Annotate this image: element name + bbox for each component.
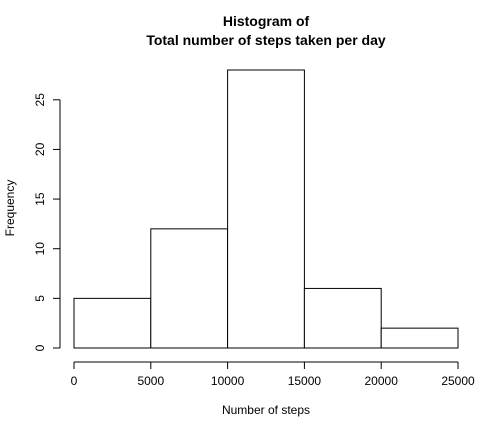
x-tick-label: 5000 — [137, 374, 164, 388]
x-tick-label: 0 — [71, 374, 78, 388]
x-tick-label: 25000 — [441, 374, 475, 388]
chart-title-line-1: Histogram of — [223, 13, 310, 29]
chart-title-line-2: Total number of steps taken per day — [146, 32, 386, 48]
y-tick-label: 5 — [33, 295, 47, 302]
y-tick-label: 20 — [33, 142, 47, 156]
bars-group — [73, 69, 459, 349]
histogram-bar — [150, 228, 229, 349]
y-tick-label: 10 — [33, 242, 47, 256]
histogram-bar — [73, 297, 152, 349]
histogram-bar — [227, 69, 305, 349]
x-tick-label: 20000 — [365, 374, 399, 388]
y-tick-label: 25 — [33, 93, 47, 107]
x-tick-label: 10000 — [211, 374, 245, 388]
histogram-bar — [303, 287, 382, 349]
y-tick-label: 15 — [33, 192, 47, 206]
y-axis-label: Frequency — [3, 180, 17, 237]
x-tick-label: 15000 — [288, 374, 322, 388]
x-axis: 0 5000 10000 15000 20000 25000 — [71, 361, 475, 388]
histogram-bar — [380, 327, 459, 349]
y-tick-label: 0 — [33, 344, 47, 351]
y-axis: 0 5 10 15 20 25 — [33, 93, 61, 351]
x-axis-label: Number of steps — [222, 403, 310, 417]
